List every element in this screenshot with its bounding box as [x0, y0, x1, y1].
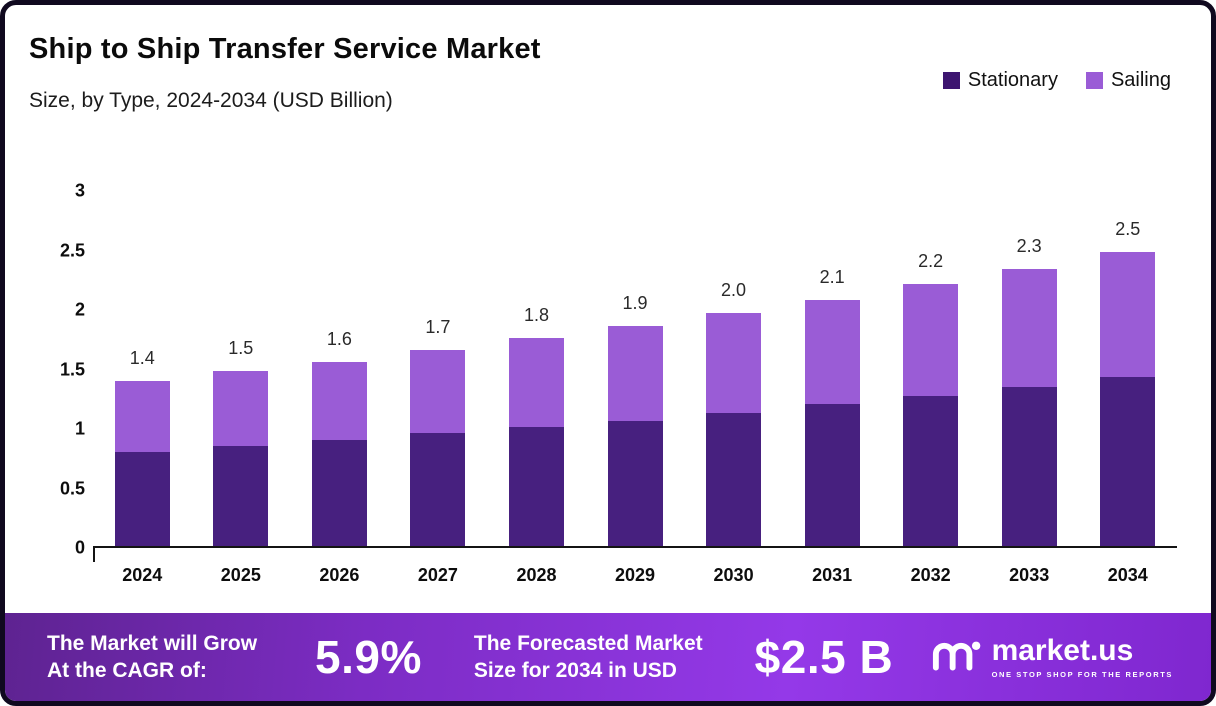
- forecast-blurb-line2: Size for 2034 in USD: [473, 659, 677, 682]
- bar-segment-stationary: [804, 404, 860, 546]
- bar-segment-stationary: [410, 432, 466, 546]
- y-tick-label: 3: [74, 180, 85, 201]
- legend-item-sailing: Sailing: [1085, 69, 1171, 92]
- bar-segment-sailing: [607, 325, 663, 422]
- bar-total-label: 1.8: [523, 304, 549, 325]
- bar-segment-sailing: [804, 299, 860, 405]
- bar-total-label: 1.9: [622, 292, 648, 313]
- bar-total-label: 2.2: [918, 251, 944, 272]
- x-tick-label: 2034: [1107, 565, 1148, 585]
- bar-segment-sailing: [311, 361, 367, 441]
- y-axis: 0 0.5 1 1.5 2 2.5 3: [33, 181, 85, 558]
- cagr-blurb-line2: At the CAGR of:: [47, 659, 207, 682]
- brand-text: market.us ONE STOP SHOP FOR THE REPORTS: [991, 633, 1173, 679]
- bar-slot: 2.3: [980, 191, 1079, 546]
- bar-segment-sailing: [213, 371, 269, 447]
- bar-segment-stationary: [607, 421, 663, 546]
- bar-slot: 2.5: [1078, 191, 1177, 546]
- y-tick-label: 1.5: [59, 359, 85, 379]
- bar-segment-stationary: [706, 412, 762, 546]
- bar-total-label: 1.7: [425, 316, 451, 337]
- bar-segment-sailing: [706, 312, 762, 413]
- forecast-value: $2.5 B: [754, 631, 894, 683]
- forecast-blurb: The Forecasted Market Size for 2034 in U…: [474, 630, 703, 685]
- y-tick-label: 0: [74, 537, 85, 558]
- bar-segment-stationary: [1100, 377, 1156, 546]
- bar-slot: 1.6: [290, 191, 389, 546]
- legend-label-stationary: Stationary: [967, 69, 1058, 91]
- x-tick-label: 2030: [713, 565, 754, 585]
- bar-total-label: 1.5: [228, 338, 254, 359]
- bar-segment-sailing: [1001, 268, 1057, 387]
- x-tick-label: 2026: [319, 565, 360, 585]
- bar-slot: 1.8: [487, 191, 586, 546]
- bar-segment-stationary: [508, 427, 564, 546]
- x-tick-label: 2028: [516, 565, 557, 585]
- page-subtitle: Size, by Type, 2024-2034 (USD Billion): [29, 89, 393, 112]
- bar-slot: 2.0: [684, 191, 783, 546]
- bar-total-label: 2.5: [1115, 219, 1141, 240]
- brand-lockup: market.us ONE STOP SHOP FOR THE REPORTS: [930, 633, 1173, 679]
- bar-segment-stationary: [311, 440, 367, 546]
- x-tick-label: 2033: [1009, 565, 1050, 585]
- cagr-blurb: The Market will Grow At the CAGR of:: [47, 630, 257, 685]
- cagr-blurb-line1: The Market will Grow: [47, 631, 258, 655]
- bar-slot: 1.4: [93, 191, 192, 546]
- brand-tagline: ONE STOP SHOP FOR THE REPORTS: [991, 669, 1173, 679]
- chart-legend: Stationary Sailing: [942, 69, 1171, 92]
- x-tick-label: 2027: [417, 565, 458, 585]
- bar-total-label: 2.0: [721, 279, 747, 300]
- x-tick-label: 2032: [910, 565, 951, 585]
- legend-swatch-sailing: [1085, 72, 1103, 89]
- bar-total-label: 1.6: [326, 328, 352, 349]
- bar-slot: 2.2: [881, 191, 980, 546]
- x-tick-label: 2025: [220, 565, 261, 585]
- x-axis-labels: 2024 2025 2026 2027 2028 2029 2030 2031 2032 2033…: [93, 565, 1177, 586]
- cagr-value: 5.9%: [315, 631, 422, 683]
- marketus-logo-icon: [930, 636, 982, 679]
- bar-total-label: 2.1: [819, 266, 845, 287]
- bar-slot: 2.1: [783, 191, 882, 546]
- x-tick-label: 2024: [122, 565, 163, 585]
- y-tick-label: 0.5: [59, 478, 85, 498]
- y-tick-label: 2.5: [59, 240, 85, 260]
- plot-area: 1.4 1.5 1.6 1.7 1.8 1.9 2.0 2.1 2.2 2.3 2.5: [93, 191, 1177, 562]
- legend-swatch-stationary: [942, 72, 960, 89]
- footer-banner: The Market will Grow At the CAGR of: 5.9…: [5, 613, 1211, 701]
- bar-segment-stationary: [213, 446, 269, 546]
- bar-segment-sailing: [410, 349, 466, 433]
- bar-slot: 1.5: [192, 191, 291, 546]
- legend-label-sailing: Sailing: [1110, 69, 1171, 91]
- bar-slot: 1.7: [389, 191, 488, 546]
- bar-segment-stationary: [903, 396, 959, 546]
- y-tick-label: 1: [74, 418, 85, 439]
- bar-segment-stationary: [1001, 386, 1057, 546]
- x-tick-label: 2031: [812, 565, 853, 585]
- bar-segment-stationary: [114, 452, 170, 546]
- legend-item-stationary: Stationary: [942, 69, 1058, 92]
- bar-segment-sailing: [114, 380, 170, 452]
- bar-segment-sailing: [508, 337, 564, 427]
- y-tick-label: 2: [74, 299, 85, 320]
- bar-total-label: 1.4: [129, 347, 155, 368]
- x-tick-label: 2029: [614, 565, 656, 585]
- brand-name: market.us: [991, 633, 1134, 667]
- bar-segment-sailing: [1100, 252, 1156, 378]
- page-title: Ship to Ship Transfer Service Market: [29, 33, 541, 65]
- bar-segment-sailing: [903, 284, 959, 397]
- bar-slot: 1.9: [586, 191, 685, 546]
- forecast-blurb-line1: The Forecasted Market: [473, 631, 703, 655]
- bar-total-label: 2.3: [1016, 235, 1042, 256]
